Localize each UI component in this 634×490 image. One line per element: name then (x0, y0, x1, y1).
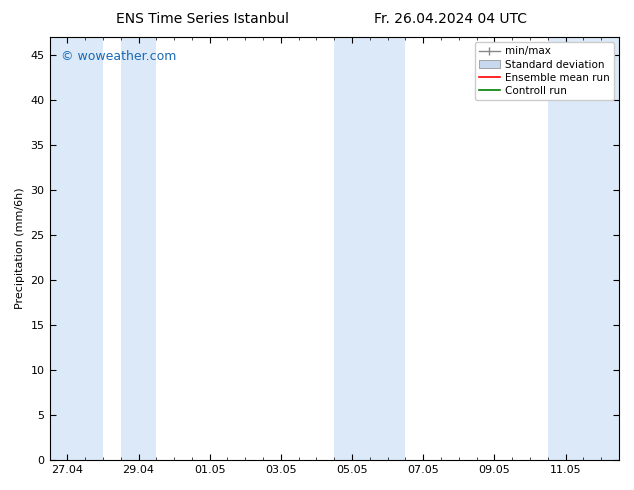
Y-axis label: Precipitation (mm/6h): Precipitation (mm/6h) (15, 188, 25, 309)
Bar (334, 37, 406, 460)
Bar (120, 37, 157, 460)
Legend: min/max, Standard deviation, Ensemble mean run, Controll run: min/max, Standard deviation, Ensemble me… (475, 42, 614, 100)
Bar (49, 37, 103, 460)
Text: Fr. 26.04.2024 04 UTC: Fr. 26.04.2024 04 UTC (373, 12, 527, 26)
Text: © woweather.com: © woweather.com (61, 50, 176, 63)
Text: ENS Time Series Istanbul: ENS Time Series Istanbul (117, 12, 289, 26)
Bar (548, 37, 619, 460)
